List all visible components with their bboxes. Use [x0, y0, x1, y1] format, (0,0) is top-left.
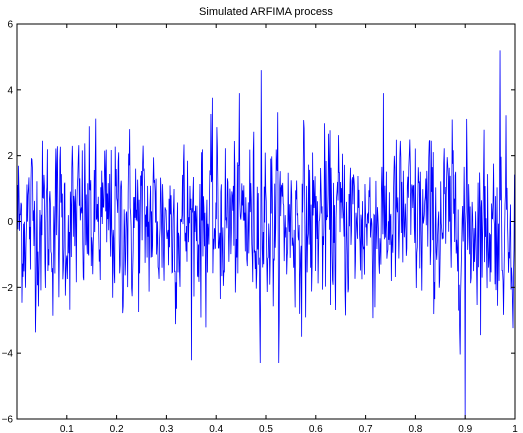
x-axis: 0.1 0.2 0.3 0.4 0.5 0.6 0.7 0.8 0.9 1	[60, 24, 518, 433]
x-tick-label: 0.6	[309, 424, 323, 433]
y-tick-label: 6	[7, 20, 13, 31]
x-tick-label: 0.2	[110, 424, 124, 433]
y-tick-label: −2	[2, 283, 14, 294]
x-tick-label: 1	[512, 424, 518, 433]
x-tick-label: 0.3	[159, 424, 173, 433]
x-tick-label: 0.8	[408, 424, 422, 433]
x-tick-label: 0.7	[359, 424, 373, 433]
y-axis: −6 −4 −2 0 2 4 6	[2, 20, 515, 426]
y-tick-label: −6	[2, 415, 14, 426]
x-tick-label: 0.4	[209, 424, 223, 433]
y-tick-label: 2	[7, 151, 13, 162]
x-tick-label: 0.5	[259, 424, 273, 433]
series-line	[16, 50, 516, 420]
y-tick-label: 0	[7, 217, 13, 228]
y-tick-label: −4	[2, 349, 14, 360]
chart-title: Simulated ARFIMA process	[199, 6, 333, 18]
y-tick-label: 4	[7, 85, 13, 96]
x-tick-label: 0.1	[60, 424, 74, 433]
series-layer	[16, 50, 516, 420]
x-tick-label: 0.9	[458, 424, 472, 433]
